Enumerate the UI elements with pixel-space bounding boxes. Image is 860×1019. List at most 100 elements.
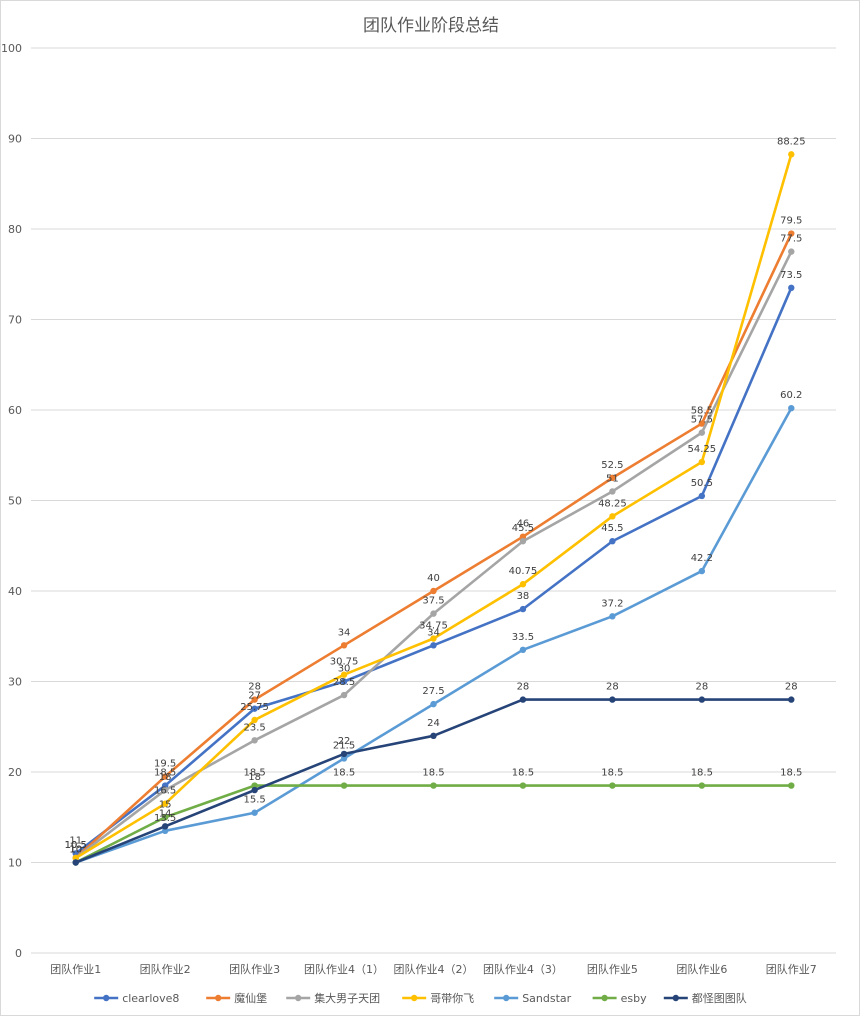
- data-label: 10: [69, 845, 82, 856]
- data-label: 10.5: [65, 840, 87, 851]
- data-point: [788, 248, 795, 255]
- data-label: 18.5: [154, 768, 176, 779]
- legend-item: Sandstar: [494, 992, 572, 1005]
- data-label: 22: [338, 736, 351, 747]
- data-point: [251, 696, 258, 703]
- data-label: 28: [606, 682, 619, 693]
- data-point: [609, 782, 616, 789]
- data-label: 34: [427, 627, 440, 638]
- x-tick-label: 团队作业4（2）: [394, 962, 474, 976]
- data-point: [788, 404, 795, 412]
- data-point: [609, 488, 616, 495]
- data-label: 52.5: [601, 460, 623, 471]
- data-point: [430, 782, 437, 789]
- data-point: [340, 691, 348, 699]
- legend-swatch-marker: [601, 994, 608, 1002]
- data-point: [519, 605, 527, 613]
- data-point: [161, 814, 169, 821]
- data-point: [609, 538, 616, 545]
- data-label: 18.5: [512, 768, 534, 779]
- data-label: 28: [248, 682, 261, 693]
- data-point: [340, 642, 348, 649]
- data-point: [698, 420, 706, 427]
- x-tick-label: 团队作业7: [766, 962, 817, 976]
- data-label: 15.5: [243, 795, 265, 806]
- chart-title: 团队作业阶段总结: [363, 16, 499, 36]
- legend-label: 都怪图图队: [692, 991, 747, 1005]
- data-label: 73.5: [780, 270, 802, 281]
- x-tick-label: 团队作业6: [676, 962, 727, 976]
- data-point: [161, 823, 169, 830]
- legend: clearlove8 魔仙堡 集大男子天团 哥带你飞 Sandstar esby 都怪图图队: [94, 991, 747, 1005]
- x-axis-ticks: 团队作业1 团队作业2 团队作业3 团队作业4（1） 团队作业4（2） 团队作业4（3） 团…: [50, 962, 817, 976]
- data-point: [698, 782, 706, 789]
- data-point: [609, 613, 616, 620]
- data-label: 18.5: [243, 768, 265, 779]
- data-point: [340, 755, 348, 762]
- data-label: 79.5: [780, 216, 802, 227]
- series-1: [72, 230, 795, 862]
- series-line: [74, 232, 793, 859]
- data-label: 25.75: [240, 702, 269, 713]
- data-label: 23.5: [243, 722, 265, 733]
- legend-label: esby: [621, 992, 647, 1005]
- data-label: 28: [785, 682, 798, 693]
- data-point: [340, 671, 348, 678]
- x-tick-label: 团队作业4（1）: [304, 962, 384, 976]
- data-label: 28: [517, 682, 530, 693]
- data-label: 40.75: [509, 566, 538, 577]
- data-label: 30.75: [330, 657, 359, 668]
- data-label: 48.25: [598, 498, 627, 509]
- legend-item: clearlove8: [94, 992, 179, 1005]
- data-point: [788, 782, 795, 789]
- data-label: 18: [159, 772, 172, 783]
- legend-swatch-marker: [503, 994, 510, 1002]
- y-tick-label: 60: [8, 404, 22, 417]
- data-label: 16.5: [154, 786, 176, 797]
- data-point: [161, 827, 169, 835]
- legend-swatch-marker: [411, 994, 418, 1002]
- legend-item: 集大男子天团: [286, 991, 380, 1005]
- data-point: [161, 800, 169, 807]
- data-label: 50.5: [691, 478, 713, 489]
- data-label: 14: [159, 808, 172, 819]
- data-label: 18.5: [780, 768, 802, 779]
- data-label: 77.5: [780, 234, 802, 245]
- data-label: 28: [695, 682, 708, 693]
- data-point: [430, 610, 437, 617]
- data-label: 42.2: [691, 553, 713, 564]
- legend-label: 集大男子天团: [314, 991, 380, 1005]
- data-label: 57.5: [691, 415, 713, 426]
- data-label: 45.5: [601, 523, 623, 534]
- x-tick-label: 团队作业4（3）: [483, 962, 563, 976]
- data-point: [430, 587, 437, 595]
- y-tick-label: 0: [15, 947, 22, 960]
- data-label: 27: [248, 691, 261, 702]
- data-label: 18.5: [601, 768, 623, 779]
- data-label: 28.5: [333, 677, 355, 688]
- legend-item: esby: [592, 992, 647, 1005]
- data-point: [340, 678, 348, 685]
- legend-swatch-marker: [215, 994, 222, 1002]
- data-label: 37.2: [601, 598, 623, 609]
- data-label: 18.5: [422, 768, 444, 779]
- legend-swatch-marker: [672, 994, 679, 1002]
- y-tick-label: 70: [8, 314, 22, 327]
- data-label: 45.5: [512, 523, 534, 534]
- data-label: 51: [606, 473, 619, 484]
- data-point: [430, 732, 437, 739]
- data-label: 58.5: [691, 406, 713, 417]
- y-tick-label: 90: [8, 133, 22, 146]
- data-point: [72, 859, 79, 866]
- data-point: [251, 809, 258, 816]
- legend-label: clearlove8: [122, 992, 179, 1005]
- data-label: 88.25: [777, 136, 806, 147]
- data-point: [519, 646, 527, 654]
- x-tick-label: 团队作业3: [229, 962, 280, 976]
- data-point: [788, 230, 795, 237]
- data-point: [519, 533, 527, 540]
- data-label: 60.2: [780, 390, 802, 401]
- x-tick-label: 团队作业2: [140, 962, 191, 976]
- data-point: [698, 492, 706, 500]
- legend-item: 哥带你飞: [402, 992, 474, 1005]
